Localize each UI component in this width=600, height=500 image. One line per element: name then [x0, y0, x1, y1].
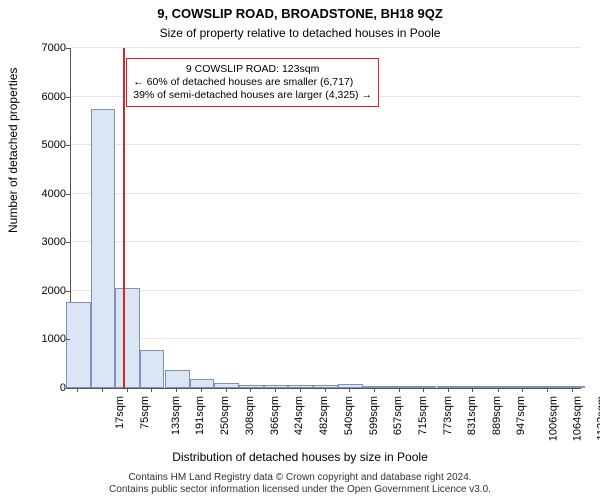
x-tick-mark	[547, 388, 548, 392]
x-tick-mark	[201, 388, 202, 392]
x-tick-label: 831sqm	[466, 396, 478, 435]
x-tick-mark	[472, 388, 473, 392]
property-marker-line	[123, 48, 125, 388]
y-tick-label: 6000	[16, 91, 66, 103]
y-tick-mark	[66, 388, 70, 389]
x-tick-mark	[226, 388, 227, 392]
annotation-line: 9 COWSLIP ROAD: 123sqm	[133, 63, 372, 76]
y-tick-mark	[66, 242, 70, 243]
y-tick-label: 5000	[16, 139, 66, 151]
x-tick-label: 599sqm	[368, 396, 380, 435]
x-tick-label: 308sqm	[244, 396, 256, 435]
x-tick-label: 657sqm	[392, 396, 404, 435]
x-tick-label: 1006sqm	[547, 396, 559, 441]
x-tick-label: 133sqm	[170, 396, 182, 435]
x-tick-label: 1122sqm	[595, 396, 600, 440]
chart-title-sub: Size of property relative to detached ho…	[0, 26, 600, 40]
chart-container: { "chart": { "type": "histogram", "title…	[0, 0, 600, 500]
y-tick-mark	[66, 48, 70, 49]
x-tick-label: 1064sqm	[571, 396, 583, 441]
histogram-bar	[165, 370, 190, 388]
plot-area: 9 COWSLIP ROAD: 123sqm← 60% of detached …	[70, 48, 581, 389]
x-tick-mark	[77, 388, 78, 392]
x-tick-mark	[300, 388, 301, 392]
x-tick-label: 17sqm	[114, 396, 126, 429]
histogram-bar	[140, 350, 165, 388]
x-tick-mark	[176, 388, 177, 392]
gridline	[71, 290, 581, 291]
gridline	[71, 193, 581, 194]
annotation-line: 39% of semi-detached houses are larger (…	[133, 89, 372, 102]
gridline	[71, 47, 581, 48]
footer-line-2: Contains public sector information licen…	[0, 484, 600, 496]
x-tick-label: 715sqm	[417, 396, 429, 435]
x-tick-mark	[498, 388, 499, 392]
x-tick-label: 482sqm	[318, 396, 330, 435]
footer-line-1: Contains HM Land Registry data © Crown c…	[0, 472, 600, 484]
annotation-box: 9 COWSLIP ROAD: 123sqm← 60% of detached …	[126, 58, 379, 107]
x-tick-mark	[275, 388, 276, 392]
x-tick-mark	[325, 388, 326, 392]
histogram-bar	[437, 386, 462, 388]
y-tick-label: 2000	[16, 285, 66, 297]
y-tick-label: 0	[16, 382, 66, 394]
histogram-bar	[239, 385, 264, 388]
y-tick-label: 1000	[16, 333, 66, 345]
x-axis-label: Distribution of detached houses by size …	[0, 450, 600, 464]
histogram-bar	[313, 385, 338, 388]
gridline	[71, 144, 581, 145]
annotation-line: ← 60% of detached houses are smaller (6,…	[133, 76, 372, 89]
y-tick-mark	[66, 339, 70, 340]
x-tick-label: 947sqm	[516, 396, 528, 435]
chart-title-main: 9, COWSLIP ROAD, BROADSTONE, BH18 9QZ	[0, 6, 600, 21]
x-tick-label: 75sqm	[139, 396, 151, 429]
x-tick-mark	[127, 388, 128, 392]
x-tick-mark	[448, 388, 449, 392]
x-tick-label: 191sqm	[194, 396, 206, 435]
x-tick-label: 250sqm	[219, 396, 231, 435]
histogram-bar	[66, 302, 91, 388]
x-tick-mark	[522, 388, 523, 392]
y-tick-label: 7000	[16, 42, 66, 54]
histogram-bar	[190, 379, 215, 388]
x-tick-label: 773sqm	[442, 396, 454, 435]
histogram-bar	[511, 386, 536, 388]
x-tick-label: 424sqm	[293, 396, 305, 435]
x-tick-mark	[572, 388, 573, 392]
gridline	[71, 338, 581, 339]
x-tick-mark	[250, 388, 251, 392]
x-tick-label: 889sqm	[491, 396, 503, 435]
y-tick-label: 4000	[16, 188, 66, 200]
y-tick-mark	[66, 145, 70, 146]
x-tick-mark	[349, 388, 350, 392]
x-tick-mark	[151, 388, 152, 392]
x-tick-label: 540sqm	[343, 396, 355, 435]
histogram-bar	[115, 288, 140, 388]
y-tick-mark	[66, 194, 70, 195]
x-tick-label: 366sqm	[269, 396, 281, 435]
y-tick-mark	[66, 291, 70, 292]
x-tick-mark	[423, 388, 424, 392]
footer: Contains HM Land Registry data © Crown c…	[0, 472, 600, 496]
gridline	[71, 241, 581, 242]
x-tick-mark	[102, 388, 103, 392]
y-tick-label: 3000	[16, 236, 66, 248]
y-tick-mark	[66, 97, 70, 98]
histogram-bar	[91, 109, 116, 388]
x-tick-mark	[374, 388, 375, 392]
x-tick-mark	[399, 388, 400, 392]
